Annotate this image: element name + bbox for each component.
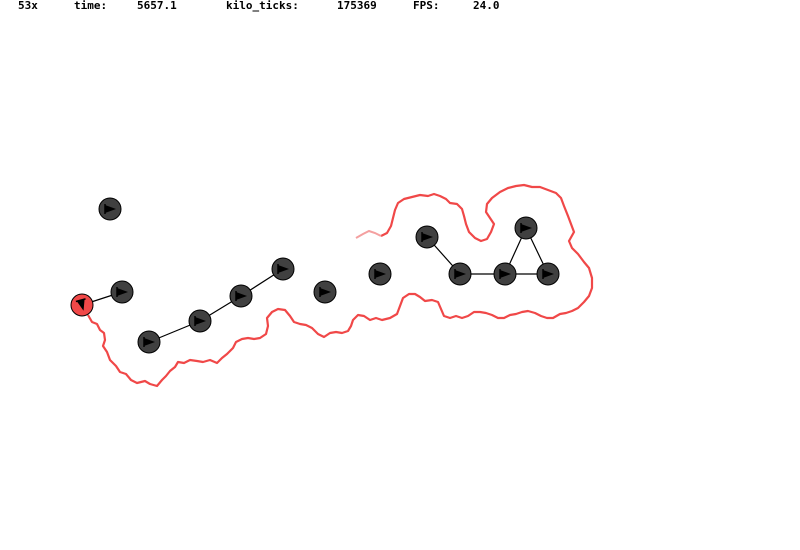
robot[interactable] (188, 309, 212, 333)
robot[interactable] (536, 262, 560, 286)
robot[interactable] (415, 225, 439, 249)
heading-arrow-icon (104, 204, 116, 214)
robot[interactable] (368, 262, 392, 286)
ticks-label: kilo_ticks: (226, 0, 299, 12)
heading-arrow-icon (116, 287, 128, 297)
heading-arrow-icon (75, 298, 86, 311)
robot-links (81, 227, 549, 343)
fps-label: FPS: (413, 0, 440, 12)
fps-value: 24.0 (473, 0, 500, 12)
robot[interactable] (313, 280, 337, 304)
robot[interactable] (493, 262, 517, 286)
heading-arrow-icon (277, 264, 289, 274)
heading-arrow-icon (143, 337, 155, 347)
time-value: 5657.1 (137, 0, 177, 12)
robot[interactable] (229, 284, 253, 308)
robot[interactable] (98, 197, 122, 221)
heading-arrow-icon (542, 269, 554, 279)
robot-swarm[interactable] (70, 197, 560, 354)
time-label: time: (74, 0, 108, 12)
robot[interactable] (271, 257, 295, 281)
heading-arrow-icon (421, 232, 433, 242)
heading-arrow-icon (235, 291, 247, 301)
heading-arrow-icon (520, 223, 532, 233)
red-trail-faded (355, 229, 382, 239)
ticks-value: 175369 (337, 0, 377, 12)
robot[interactable] (448, 262, 472, 286)
heading-arrow-icon (374, 269, 386, 279)
robot[interactable] (110, 280, 134, 304)
speed-multiplier: 53x (18, 0, 38, 12)
robot-selected[interactable] (70, 293, 94, 317)
heading-arrow-icon (454, 269, 466, 279)
robot[interactable] (514, 216, 538, 240)
hud-bar: 53x time: 5657.1 kilo_ticks: 175369 FPS:… (0, 0, 800, 14)
robot[interactable] (137, 330, 161, 354)
heading-arrow-icon (319, 287, 331, 297)
red-trail (87, 183, 594, 388)
heading-arrow-icon (499, 269, 511, 279)
heading-arrow-icon (194, 316, 206, 326)
